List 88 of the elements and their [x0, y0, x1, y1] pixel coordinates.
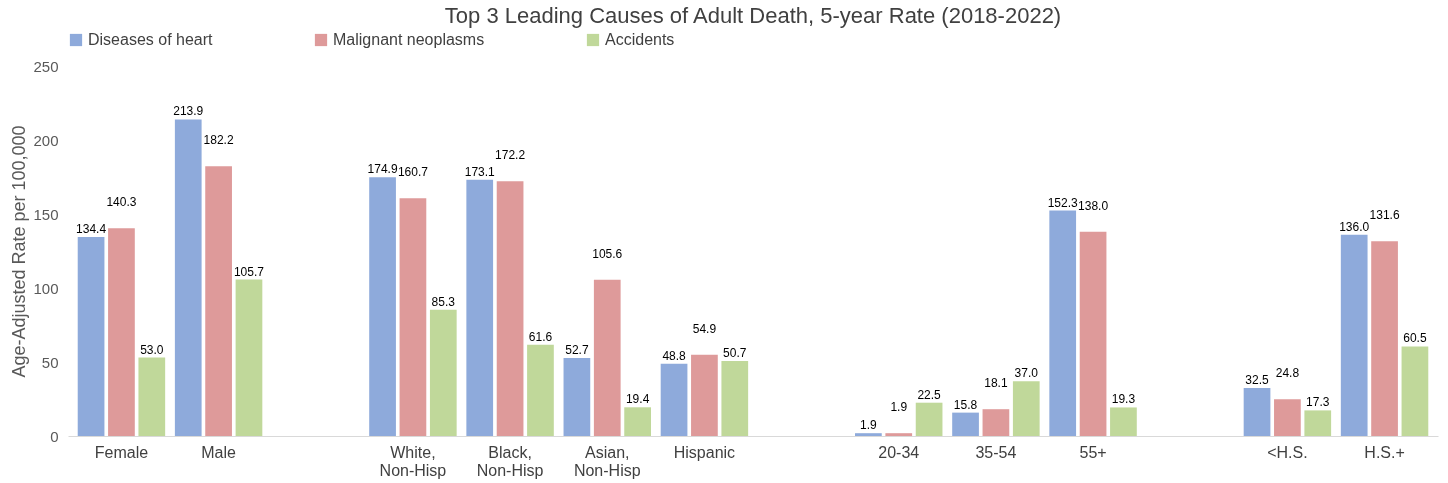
bar [982, 409, 1010, 436]
y-axis-title: Age-Adjusted Rate per 100,000 [9, 125, 30, 378]
x-tick-label: Female [94, 443, 149, 461]
y-tick-label: 250 [33, 57, 59, 75]
y-tick-label: 150 [33, 205, 59, 223]
bar [563, 358, 591, 436]
data-label: 136.0 [1339, 219, 1370, 234]
data-label: 53.0 [140, 342, 164, 357]
bar [1012, 381, 1040, 436]
data-label: 105.7 [233, 264, 265, 279]
data-label: 32.5 [1245, 372, 1270, 387]
data-label: 37.0 [1014, 366, 1039, 381]
data-label: 60.5 [1403, 331, 1427, 346]
bar [660, 363, 688, 436]
data-label: 172.2 [495, 148, 526, 163]
data-label: 19.4 [625, 392, 650, 407]
bar [205, 166, 232, 436]
data-label: 54.9 [692, 321, 717, 336]
data-label: 24.8 [1275, 366, 1300, 381]
bar [885, 433, 913, 436]
bar [77, 237, 105, 436]
bar [1401, 346, 1429, 436]
data-label: 18.1 [984, 376, 1008, 391]
bar [466, 179, 494, 436]
bar [1079, 231, 1107, 436]
data-label: 173.1 [464, 164, 496, 179]
bar [952, 412, 979, 436]
data-label: 131.6 [1369, 208, 1400, 223]
bar [855, 433, 882, 436]
x-tick-label: 55+ [1079, 443, 1107, 461]
data-label: 50.7 [723, 345, 747, 360]
x-tick-label: White, Non-Hisp [379, 443, 447, 479]
bar [235, 279, 263, 436]
bar [1304, 410, 1332, 436]
data-label: 134.4 [76, 222, 107, 237]
data-label: 15.8 [953, 397, 978, 412]
x-tick-label: 35-54 [975, 443, 1017, 461]
data-label: 85.3 [431, 294, 456, 309]
data-label: 182.2 [203, 133, 234, 148]
legend-label: Accidents [605, 31, 675, 48]
bar [1049, 210, 1077, 436]
x-tick-label: Male [201, 443, 237, 461]
bar [1371, 241, 1398, 436]
data-label: 1.9 [890, 400, 908, 415]
bar [1243, 387, 1271, 436]
x-tick-label: Hispanic [673, 443, 736, 461]
data-label: 22.5 [917, 387, 942, 402]
bar [691, 354, 718, 436]
bar [1340, 234, 1368, 436]
bar [138, 357, 166, 436]
bar [527, 344, 554, 436]
bar [915, 402, 943, 436]
y-tick-label: 100 [33, 279, 59, 297]
bar [593, 279, 621, 436]
bar [496, 181, 524, 436]
y-tick-label: 0 [50, 427, 59, 445]
x-tick-label: <H.S. [1267, 443, 1308, 461]
data-label: 17.3 [1306, 395, 1330, 410]
data-label: 61.6 [528, 329, 553, 344]
data-label: 105.6 [592, 246, 623, 261]
data-label: 174.9 [367, 162, 398, 177]
data-label: 213.9 [173, 104, 204, 119]
bar [1274, 399, 1301, 436]
data-label: 1.9 [860, 418, 878, 433]
x-tick-label: Black, Non-Hisp [476, 443, 544, 479]
x-tick-label: 20-34 [878, 443, 920, 461]
data-label: 52.7 [565, 343, 589, 357]
bar [721, 360, 749, 436]
x-tick-label: H.S.+ [1364, 443, 1405, 461]
data-label: 160.7 [397, 165, 429, 180]
bar [399, 198, 427, 436]
bar [624, 407, 651, 436]
chart-title: Top 3 Leading Causes of Adult Death, 5-year Rate (2018-2022) [444, 3, 1062, 28]
bar [369, 177, 396, 436]
y-tick-label: 200 [33, 131, 59, 149]
data-label: 48.8 [662, 348, 687, 363]
bar [1110, 407, 1137, 436]
bar [429, 309, 457, 436]
legend-label: Diseases of heart [88, 31, 214, 48]
data-label: 138.0 [1078, 198, 1109, 213]
bar [108, 228, 135, 436]
x-tick-label: Asian, Non-Hisp [573, 443, 641, 479]
data-label: 19.3 [1111, 392, 1136, 407]
data-label: 152.3 [1047, 195, 1079, 210]
data-label: 140.3 [106, 195, 137, 210]
bar [174, 119, 202, 436]
y-tick-label: 50 [41, 353, 59, 371]
legend-label: Malignant neoplasms [333, 31, 485, 48]
